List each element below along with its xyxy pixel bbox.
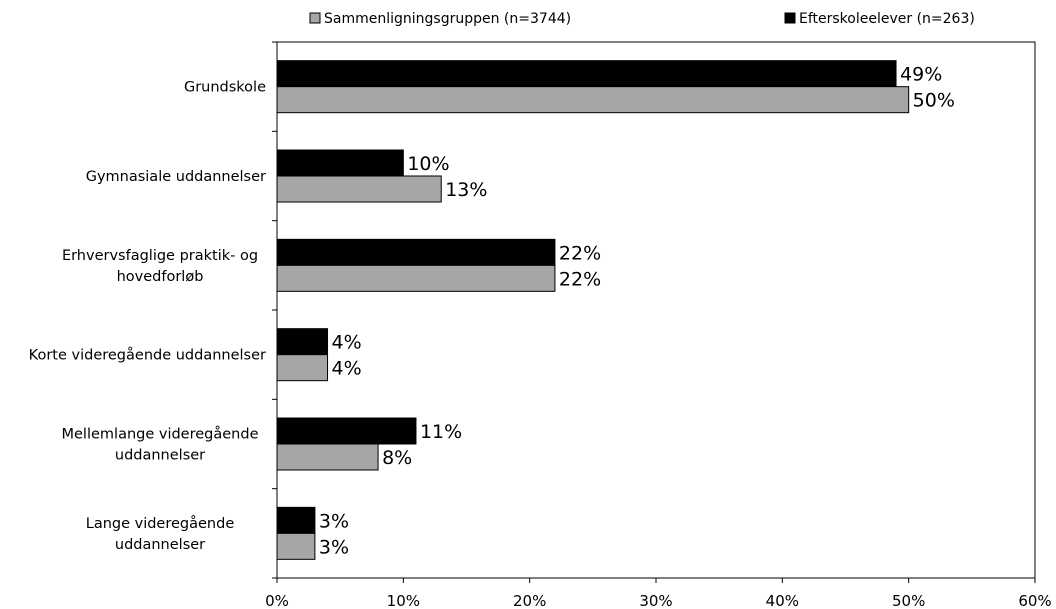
data-label-efterskoleelever-1: 10% — [407, 153, 449, 175]
category-label-3: Korte videregående uddannelser — [29, 347, 266, 364]
data-label-efterskoleelever-0: 49% — [900, 64, 942, 86]
bar-sammenligningsgruppen-5 — [276, 532, 316, 560]
category-label-4-line-0: Mellemlange videregående — [62, 426, 259, 443]
data-labels-group: 49% 50% 10% 13% 22% 22% 4% 4% 11% 8% 3% 3% — [319, 64, 955, 559]
legend-label-sammenligningsgruppen: Sammenligningsgruppen (n=3744) — [324, 11, 571, 27]
data-label-sammenligningsgruppen-0: 50% — [913, 90, 955, 112]
category-label-5-line-1: uddannelser — [115, 537, 205, 553]
x-tick-label-5: 50% — [892, 592, 925, 609]
bar-sammenligningsgruppen-2 — [276, 264, 556, 292]
legend-swatch-sammenligningsgruppen — [309, 12, 321, 24]
bar-efterskoleelever-4 — [276, 417, 417, 445]
data-label-efterskoleelever-2: 22% — [559, 242, 601, 264]
category-label-4-line-1: uddannelser — [115, 448, 205, 464]
x-tick-label-6: 60% — [1018, 592, 1051, 609]
plot-area — [276, 41, 1036, 579]
data-label-efterskoleelever-3: 4% — [332, 332, 362, 354]
x-tick-label-1: 10% — [387, 592, 420, 609]
data-label-sammenligningsgruppen-1: 13% — [445, 179, 487, 201]
category-label-2-line-0: Erhvervsfaglige praktik- og — [62, 248, 258, 264]
bar-efterskoleelever-1 — [276, 149, 404, 177]
x-tick-label-3: 30% — [639, 592, 672, 609]
legend-label-efterskoleelever: Efterskoleelever (n=263) — [799, 11, 975, 27]
data-label-sammenligningsgruppen-2: 22% — [559, 268, 601, 290]
bar-efterskoleelever-2 — [276, 238, 556, 266]
x-axis: 0% 10% 20% 30% 40% 50% 60% — [265, 578, 1052, 609]
bar-efterskoleelever-0 — [276, 60, 897, 88]
bar-sammenligningsgruppen-1 — [276, 175, 442, 203]
data-label-sammenligningsgruppen-5: 3% — [319, 536, 349, 558]
bar-efterskoleelever-5 — [276, 506, 316, 534]
legend-swatch-efterskoleelever — [784, 12, 796, 24]
x-tick-label-4: 40% — [766, 592, 799, 609]
data-label-sammenligningsgruppen-3: 4% — [332, 358, 362, 380]
bar-sammenligningsgruppen-3 — [276, 354, 329, 382]
bars-group — [276, 60, 910, 560]
category-label-2-line-1: hovedforløb — [117, 269, 204, 285]
category-label-1: Gymnasiale uddannelser — [86, 169, 266, 185]
legend: Sammenligningsgruppen (n=3744) Efterskole… — [309, 11, 975, 27]
data-label-efterskoleelever-4: 11% — [420, 421, 462, 443]
bar-sammenligningsgruppen-4 — [276, 443, 379, 471]
data-label-sammenligningsgruppen-4: 8% — [382, 447, 412, 469]
category-labels-group: Grundskole Gymnasiale uddannelser Erhvervs… — [29, 41, 277, 579]
bar-sammenligningsgruppen-0 — [276, 86, 910, 114]
bar-efterskoleelever-3 — [276, 328, 329, 356]
category-label-5-line-0: Lange videregående — [86, 515, 235, 532]
data-label-efterskoleelever-5: 3% — [319, 510, 349, 532]
category-label-0: Grundskole — [184, 80, 266, 96]
x-tick-label-2: 20% — [513, 592, 546, 609]
x-tick-label-0: 0% — [265, 592, 289, 609]
